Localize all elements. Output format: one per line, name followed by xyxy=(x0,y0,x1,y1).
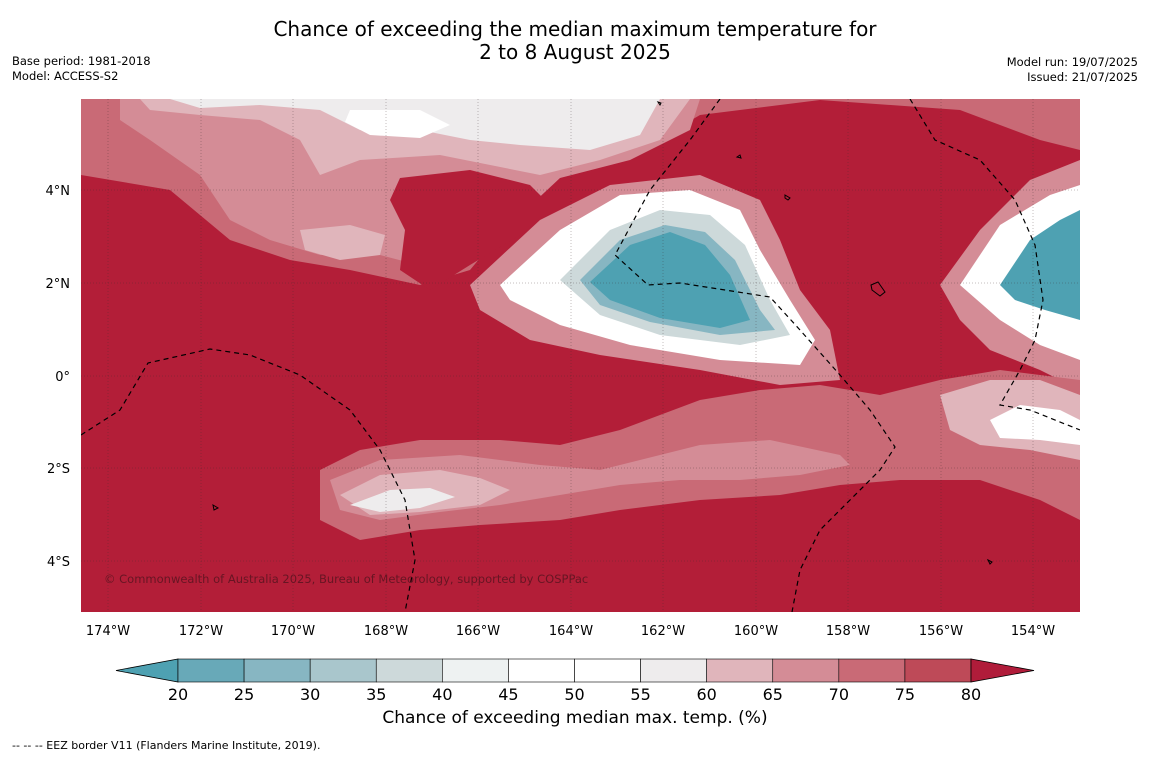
colorbar-tick-label: 65 xyxy=(763,685,783,704)
contour-south-white xyxy=(350,488,455,512)
issued-date: Issued: 21/07/2025 xyxy=(1027,70,1138,84)
lon-label: 156°W xyxy=(919,624,963,639)
meta-left: Base period: 1981-2018 Model: ACCESS-S2 xyxy=(12,54,151,84)
colorbar-tick-label: 25 xyxy=(234,685,254,704)
contour-north-blank xyxy=(345,110,450,138)
colorbar-swatch xyxy=(309,658,377,683)
colorbar-swatch xyxy=(574,658,641,683)
lon-label: 164°W xyxy=(549,624,593,639)
colorbar-tick-label: 70 xyxy=(829,685,849,704)
colorbar-tick-label: 40 xyxy=(432,685,452,704)
lat-label: 2°S xyxy=(47,462,70,477)
contour-east-blue xyxy=(1000,210,1080,320)
colorbar-swatch xyxy=(706,658,774,683)
colorbar-tick-label: 75 xyxy=(895,685,915,704)
lon-label: 174°W xyxy=(86,624,130,639)
colorbar-tick-label: 80 xyxy=(961,685,981,704)
eez-footnote: -- -- -- EEZ border V11 (Flanders Marine… xyxy=(12,739,321,752)
chart-title: Chance of exceeding the median maximum t… xyxy=(0,18,1150,64)
colorbar-swatch xyxy=(640,658,707,683)
title-line-1: Chance of exceeding the median maximum t… xyxy=(273,17,877,41)
lon-label: 172°W xyxy=(179,624,223,639)
colorbar-swatch xyxy=(177,658,245,683)
base-period: Base period: 1981-2018 xyxy=(12,54,151,68)
lon-labels: 174°W 172°W 170°W 168°W 166°W 164°W 162°… xyxy=(86,624,1055,639)
title-line-2: 2 to 8 August 2025 xyxy=(479,40,671,64)
colorbar-tick-label: 30 xyxy=(300,685,320,704)
model-run: Model run: 19/07/2025 xyxy=(1006,55,1138,69)
colorbar-tick-label: 60 xyxy=(696,685,716,704)
lon-label: 162°W xyxy=(641,624,685,639)
model-name: Model: ACCESS-S2 xyxy=(12,69,119,83)
colorbar-swatch xyxy=(772,658,840,683)
colorbar-tick-label: 55 xyxy=(630,685,650,704)
colorbar-swatch xyxy=(243,658,311,683)
lat-label: 4°S xyxy=(47,555,70,570)
colorbar-under-arrow xyxy=(115,658,179,683)
lon-label: 168°W xyxy=(364,624,408,639)
contour-central-20 xyxy=(590,232,750,328)
meta-right: Model run: 19/07/2025 Issued: 21/07/2025 xyxy=(1007,55,1138,85)
colorbar-label: Chance of exceeding median max. temp. (%… xyxy=(382,708,768,728)
lat-label: 2°N xyxy=(46,277,71,292)
lat-label: 4°N xyxy=(46,184,71,199)
colorbar-over-arrow xyxy=(970,658,1035,683)
lat-label: 0° xyxy=(55,370,70,385)
colorbar-swatch xyxy=(838,658,906,683)
lon-label: 154°W xyxy=(1011,624,1055,639)
eez-borders xyxy=(81,99,1080,612)
colorbar-tick-label: 45 xyxy=(498,685,518,704)
lon-label: 160°W xyxy=(734,624,778,639)
lon-label: 170°W xyxy=(271,624,315,639)
colorbar-swatch xyxy=(904,658,972,683)
lon-label: 166°W xyxy=(456,624,500,639)
colorbar-tick-label: 20 xyxy=(168,685,188,704)
islands xyxy=(212,101,993,565)
colorbar-swatch xyxy=(375,658,443,683)
lat-labels: 4°N 2°N 0° 2°S 4°S xyxy=(46,184,71,570)
colorbar-swatch xyxy=(442,658,509,683)
colorbar-tick-label: 50 xyxy=(564,685,584,704)
contour-west-pink xyxy=(300,225,385,260)
contour-south-east-white xyxy=(990,405,1080,445)
colorbar-swatch xyxy=(508,658,575,683)
contour-north-core xyxy=(390,170,555,290)
copyright-notice: © Commonwealth of Australia 2025, Bureau… xyxy=(104,572,589,586)
colorbar-tick-label: 35 xyxy=(366,685,386,704)
colorbar: 20 25 30 35 40 45 50 55 60 65 70 75 80 xyxy=(115,658,1035,704)
lon-label: 158°W xyxy=(826,624,870,639)
anomaly-field xyxy=(81,99,1080,612)
